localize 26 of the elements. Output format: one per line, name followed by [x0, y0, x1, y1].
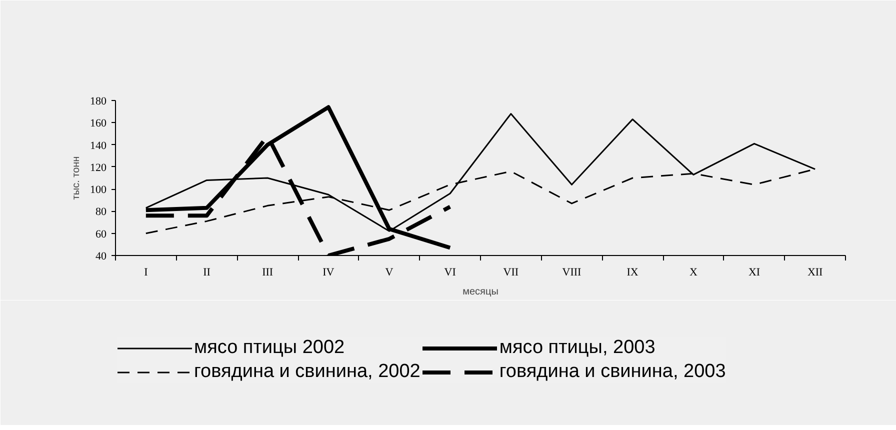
legend-label: мясо птицы 2002: [194, 337, 345, 359]
x-tick-label: IV: [322, 266, 334, 278]
x-tick-label: VI: [444, 266, 456, 278]
x-tick-label: VII: [503, 266, 519, 278]
y-tick-label: 160: [90, 118, 107, 130]
legend-label: мясо птицы, 2003: [499, 337, 656, 359]
x-tick-label: VIII: [562, 266, 582, 278]
x-tick-label: II: [203, 266, 211, 278]
y-axis-title: тыс. тонн: [71, 156, 82, 200]
x-tick-label: I: [144, 266, 148, 278]
x-tick-label: X: [689, 266, 698, 278]
y-tick-label: 140: [90, 140, 107, 152]
legend-label: говядина и свинина, 2003: [499, 361, 726, 383]
y-tick-label: 120: [90, 162, 107, 174]
x-tick-label: XII: [807, 266, 824, 278]
y-tick-label: 60: [96, 228, 107, 240]
x-tick-label: XI: [748, 266, 760, 278]
legend-label: говядина и свинина, 2002: [194, 361, 420, 383]
y-tick-label: 80: [96, 206, 107, 218]
x-tick-label: III: [262, 266, 274, 278]
x-tick-label: IX: [626, 266, 638, 278]
x-tick-label: V: [385, 266, 394, 278]
y-tick-label: 100: [90, 184, 107, 196]
x-axis-title: месяцы: [462, 286, 498, 298]
y-tick-label: 40: [96, 250, 107, 262]
y-tick-label: 180: [90, 96, 107, 108]
